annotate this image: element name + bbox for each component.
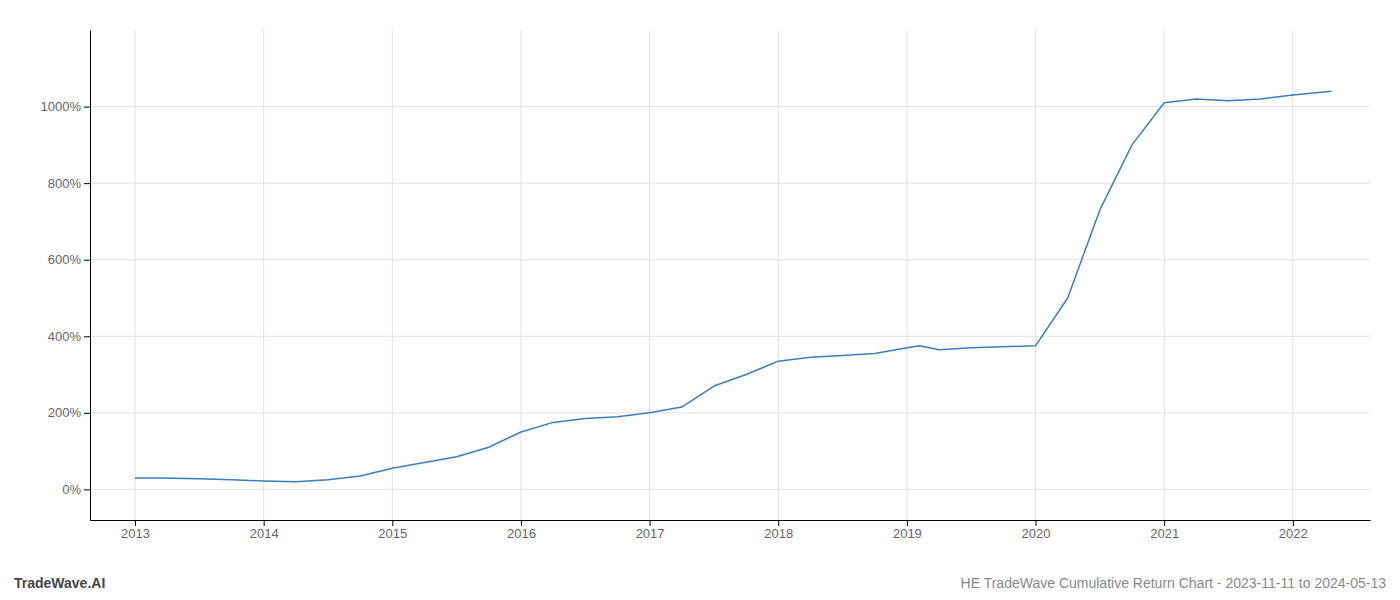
grid-line-y: [90, 412, 1370, 413]
y-tick-label: 0%: [62, 482, 81, 497]
x-tick: 2020: [1022, 520, 1051, 541]
y-axis-line: [90, 31, 91, 521]
x-tick: 2022: [1279, 520, 1308, 541]
x-tick-mark: [650, 520, 651, 526]
grid: [90, 30, 1370, 520]
y-tick: 1000%: [41, 99, 90, 114]
x-tick-label: 2014: [250, 526, 279, 541]
plot: 2013 2014 2015 2016 2017 2018 2019 2020 2021 2022…: [41, 30, 1371, 541]
y-tick-label: 800%: [48, 176, 82, 191]
grid-line-x: [263, 30, 264, 520]
grid-line-x: [392, 30, 393, 520]
x-tick-label: 2021: [1150, 526, 1179, 541]
y-tick: 0%: [62, 482, 90, 497]
grid-line-y: [90, 489, 1370, 490]
y-tick-mark: [84, 336, 90, 337]
x-tick-label: 2019: [893, 526, 922, 541]
x-tick: 2015: [378, 520, 407, 541]
footer-left: TradeWave.AI: [14, 575, 105, 591]
x-axis-line: [91, 520, 1371, 521]
chart: 2013 2014 2015 2016 2017 2018 2019 2020 2021 2022…: [0, 0, 1400, 600]
grid-line-x: [520, 30, 521, 520]
x-tick: 2017: [636, 520, 665, 541]
x-tick: 2019: [893, 520, 922, 541]
grid-line-y: [90, 336, 1370, 337]
x-tick-mark: [1036, 520, 1037, 526]
y-tick: 800%: [48, 176, 90, 191]
grid-line-x: [1035, 30, 1036, 520]
y-tick: 600%: [48, 252, 90, 267]
x-tick-label: 2015: [378, 526, 407, 541]
grid-line-y: [90, 183, 1370, 184]
y-tick-label: 600%: [48, 252, 82, 267]
line: [135, 91, 1331, 481]
grid-line-y: [90, 106, 1370, 107]
y-tick-label: 200%: [48, 405, 82, 420]
x-tick-label: 2022: [1279, 526, 1308, 541]
grid-line-x: [1292, 30, 1293, 520]
x-tick-mark: [521, 520, 522, 526]
x-axis: 2013 2014 2015 2016 2017 2018 2019 2020 2021 2022: [91, 520, 1371, 541]
marks: [135, 91, 1331, 481]
x-tick-label: 2017: [636, 526, 665, 541]
x-tick-mark: [778, 520, 779, 526]
x-tick-label: 2013: [121, 526, 150, 541]
x-tick: 2016: [507, 520, 536, 541]
x-tick-mark: [135, 520, 136, 526]
y-tick-mark: [84, 489, 90, 490]
x-tick-mark: [1164, 520, 1165, 526]
x-tick: 2014: [250, 520, 279, 541]
x-tick: 2018: [764, 520, 793, 541]
grid-line-x: [778, 30, 779, 520]
y-tick-mark: [84, 107, 90, 108]
grid-line-x: [135, 30, 136, 520]
y-tick-label: 1000%: [41, 99, 82, 114]
x-tick: 2013: [121, 520, 150, 541]
y-tick: 400%: [48, 329, 90, 344]
x-tick-mark: [392, 520, 393, 526]
footer-right: HE TradeWave Cumulative Return Chart - 2…: [961, 575, 1387, 591]
grid-line-x: [906, 30, 907, 520]
y-tick-label: 400%: [48, 329, 82, 344]
x-tick-label: 2016: [507, 526, 536, 541]
y-tick-mark: [84, 183, 90, 184]
x-tick-mark: [1293, 520, 1294, 526]
x-tick-mark: [907, 520, 908, 526]
y-tick-mark: [84, 260, 90, 261]
y-axis: 0% 200% 400% 600% 800% 1000%: [41, 31, 91, 521]
grid-line-y: [90, 259, 1370, 260]
x-tick-label: 2020: [1022, 526, 1051, 541]
x-tick-label: 2018: [764, 526, 793, 541]
x-tick-mark: [264, 520, 265, 526]
y-tick: 200%: [48, 405, 90, 420]
x-tick: 2021: [1150, 520, 1179, 541]
grid-line-x: [649, 30, 650, 520]
y-tick-mark: [84, 413, 90, 414]
